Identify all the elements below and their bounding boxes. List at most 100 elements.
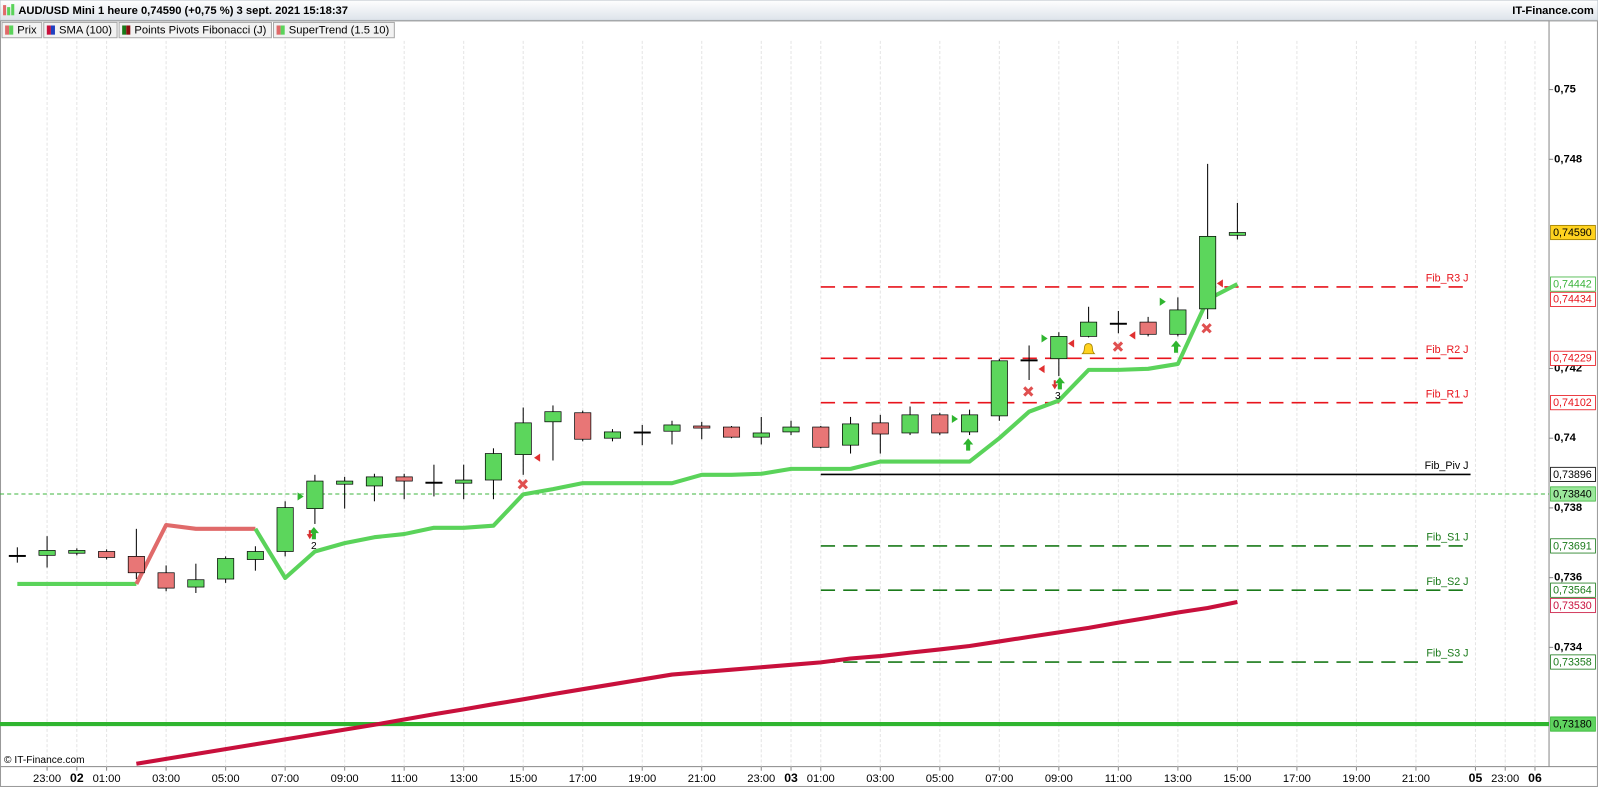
legend-item: SMA (100) bbox=[43, 21, 118, 39]
x-tick-label: 03:00 bbox=[866, 773, 894, 785]
signal-down bbox=[1051, 380, 1058, 390]
y-tick-label: 0,734 bbox=[1554, 641, 1583, 653]
signal-tri bbox=[1129, 331, 1136, 340]
price-badge-label: 0,74442 bbox=[1553, 278, 1592, 290]
candle-body bbox=[336, 480, 354, 485]
legend-label: Points Pivots Fibonacci (J) bbox=[134, 25, 266, 37]
signal-count: 3 bbox=[1055, 391, 1061, 402]
candle-body bbox=[306, 480, 324, 509]
legend-item: SuperTrend (1.5 10) bbox=[272, 21, 395, 39]
signal-tri bbox=[297, 492, 304, 501]
x-tick-label: 01:00 bbox=[807, 773, 835, 785]
y-tick-label: 0,748 bbox=[1554, 153, 1582, 165]
x-tick-label: 19:00 bbox=[1342, 773, 1370, 785]
candle-body bbox=[68, 550, 86, 554]
legend-button bbox=[43, 21, 118, 39]
price-badge-label: 0,74229 bbox=[1553, 353, 1592, 365]
candle-body bbox=[723, 426, 741, 438]
x-tick-label: 11:00 bbox=[391, 773, 418, 785]
candle-body bbox=[603, 431, 621, 439]
signal-tri bbox=[951, 414, 958, 424]
candle-body bbox=[246, 551, 264, 560]
x-tick-label: 19:00 bbox=[628, 773, 656, 785]
candle-body bbox=[633, 431, 651, 434]
candle-body bbox=[1050, 336, 1068, 360]
price-badge bbox=[1550, 582, 1596, 598]
candle-body bbox=[782, 426, 800, 433]
source: IT-Finance.com bbox=[1512, 5, 1594, 17]
x-tick-label: 23:00 bbox=[33, 773, 61, 785]
candle-body bbox=[931, 414, 949, 434]
signal-cross bbox=[1201, 323, 1212, 334]
price-badge bbox=[1550, 597, 1596, 614]
x-tick-label: 03:00 bbox=[152, 773, 180, 785]
candle-body bbox=[395, 476, 413, 482]
price-badge-label: 0,73564 bbox=[1553, 585, 1592, 597]
x-tick-label: 21:00 bbox=[688, 773, 716, 785]
price-badge bbox=[1550, 654, 1596, 670]
chart-title: AUD/USD Mini 1 heure 0,74590 (+0,75 %) 3… bbox=[18, 5, 348, 17]
legend-icon bbox=[276, 25, 281, 35]
pivot-label: Fib_S3 J bbox=[1426, 648, 1468, 660]
candle-body bbox=[871, 422, 889, 435]
x-tick-label: 05:00 bbox=[212, 773, 240, 785]
candle-body bbox=[484, 453, 502, 481]
x-tick-label: 13:00 bbox=[1164, 773, 1192, 785]
signal-tri bbox=[1159, 297, 1166, 306]
price-badge bbox=[1550, 350, 1596, 366]
legend-item: Points Pivots Fibonacci (J) bbox=[118, 21, 272, 39]
signal-down bbox=[306, 530, 313, 540]
signal-bell bbox=[1081, 343, 1096, 355]
candle-body bbox=[663, 424, 681, 432]
x-tick-label: 09:00 bbox=[331, 773, 359, 785]
pivot-label: Fib_S2 J bbox=[1426, 576, 1468, 588]
legend-button bbox=[272, 21, 395, 39]
candle-body bbox=[157, 572, 175, 589]
legend-icon bbox=[5, 25, 10, 35]
candle-body bbox=[1169, 309, 1187, 335]
candle-body bbox=[544, 411, 562, 423]
price-badge-label: 0,73840 bbox=[1553, 488, 1592, 500]
x-tick-label: 07:00 bbox=[271, 773, 299, 785]
price-badge-label: 0,73358 bbox=[1553, 656, 1592, 668]
x-tick-label: 03 bbox=[784, 771, 798, 785]
x-tick-label: 23:00 bbox=[747, 773, 775, 785]
price-badge-label: 0,73180 bbox=[1553, 718, 1592, 730]
legend-icon bbox=[280, 25, 285, 35]
signal-tri bbox=[1216, 279, 1223, 288]
supertrend-line bbox=[134, 522, 256, 585]
x-tick-label: 15:00 bbox=[1223, 773, 1251, 785]
signal-cross bbox=[1023, 386, 1034, 397]
signal-up bbox=[1054, 377, 1065, 390]
candle-body bbox=[187, 579, 205, 588]
signal-cross bbox=[517, 479, 528, 490]
price-badge bbox=[1550, 538, 1596, 554]
candle-body bbox=[574, 412, 592, 440]
candle-body bbox=[1080, 321, 1098, 337]
legend-button bbox=[118, 21, 272, 39]
x-tick-label: 15:00 bbox=[509, 773, 537, 785]
candle-body bbox=[38, 550, 56, 556]
candle-body bbox=[425, 481, 443, 484]
candle-body bbox=[217, 558, 235, 580]
candle-body bbox=[1228, 232, 1246, 236]
legend-item: Prix bbox=[1, 21, 43, 39]
x-tick-label: 07:00 bbox=[985, 773, 1013, 785]
signal-tri bbox=[1068, 339, 1075, 348]
sma-line bbox=[136, 600, 1238, 766]
candle-body bbox=[127, 556, 145, 574]
frame bbox=[0, 20, 1598, 787]
legend-icon bbox=[46, 25, 51, 35]
pivot-label: Fib_R3 J bbox=[1426, 273, 1469, 285]
x-tick-label: 17:00 bbox=[569, 773, 597, 785]
legend-icon bbox=[126, 25, 131, 35]
header-icon bbox=[3, 5, 7, 16]
signal-tri bbox=[534, 453, 541, 462]
price-badge bbox=[1550, 466, 1596, 482]
candle-body bbox=[98, 551, 116, 558]
candle-body bbox=[990, 360, 1008, 417]
candle-body bbox=[365, 476, 383, 487]
